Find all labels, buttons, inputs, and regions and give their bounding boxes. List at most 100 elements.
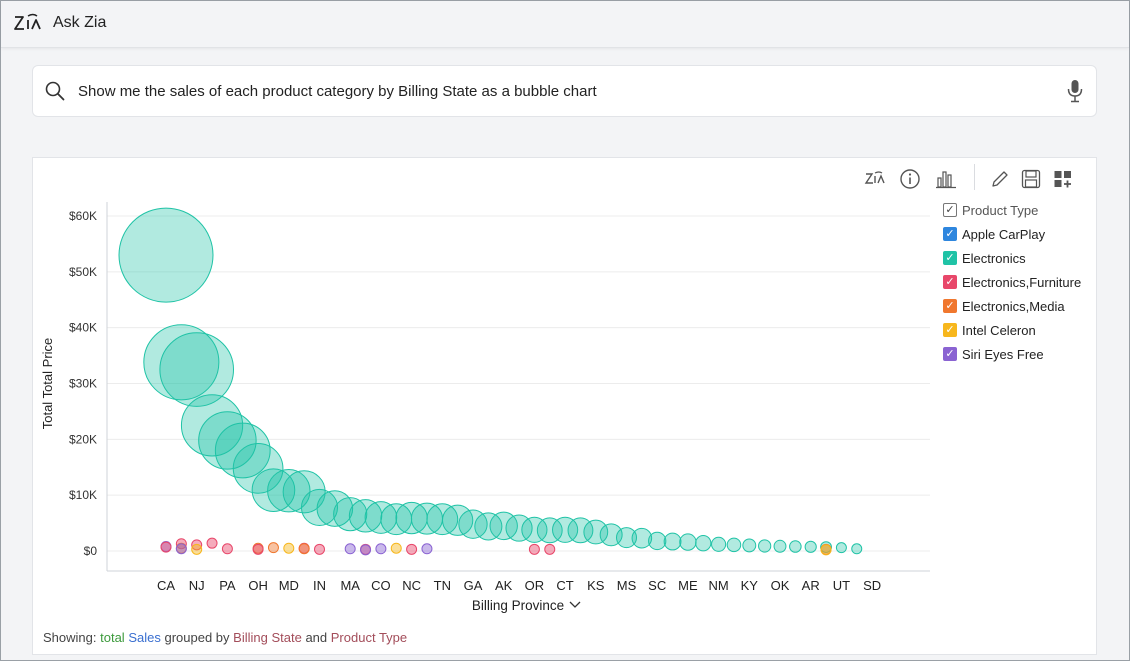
legend-item[interactable]: ✓ Electronics [943,246,1093,270]
footer-measure: Sales [128,630,161,645]
bubble-point [252,543,264,555]
x-tick-label: TN [434,578,451,593]
bubble-chart: $0 $10K $20K $30K $40K $50K $60K Total Total Pr… [40,202,930,613]
legend-item[interactable]: ✓ Apple CarPlay [943,222,1093,246]
bubble-point [175,543,187,555]
bubble-electronics [835,542,847,554]
bubble-electronics [758,539,772,553]
legend-item[interactable]: ✓ Electronics,Media [943,294,1093,318]
x-tick-label: AK [495,578,513,593]
bubble-point [283,542,295,554]
legend-item-label: Apple CarPlay [962,226,1046,242]
legend-header-checkbox[interactable]: ✓ [943,203,957,217]
bubble-electronics [505,514,533,542]
legend-item[interactable]: ✓ Intel Celeron [943,318,1093,342]
bubble-electronics [804,540,817,553]
legend-item[interactable]: ✓ Electronics,Furniture [943,270,1093,294]
bubble-electronics [631,527,653,549]
edit-icon[interactable] [989,168,1011,190]
app-title: Ask Zia [53,14,107,31]
bubble-point [360,544,372,556]
chart-type-icon[interactable] [935,168,957,190]
bubble-electronics [583,519,609,545]
footer-grouped-by: grouped by [164,630,230,645]
bubble-electronics [333,497,368,532]
bubble-electronics [214,422,271,479]
legend-item[interactable]: ✓ Siri Eyes Free [943,342,1093,366]
x-tick-label: ME [678,578,698,593]
bubble-electronics [251,468,296,512]
bubble-electronics [521,516,548,543]
x-tick-label: OR [525,578,545,593]
x-tick-label: KY [741,578,759,593]
footer-prefix: Showing: [43,630,97,645]
footer-dimension-2: Product Type [330,630,408,645]
bubble-point [528,543,540,555]
x-tick-label: SC [648,578,666,593]
bubble-electronics [143,324,220,401]
bubble-electronics [789,540,802,553]
legend-item-label: Siri Eyes Free [962,346,1044,362]
search-icon [45,81,65,101]
search-query[interactable]: Show me the sales of each product catego… [78,83,597,100]
legend-checkbox[interactable]: ✓ [943,299,957,313]
legend-checkbox[interactable]: ✓ [943,347,957,361]
bubble-electronics [648,531,667,551]
x-tick-label: GA [464,578,483,593]
ask-zia-search-box[interactable]: Show me the sales of each product catego… [32,65,1097,117]
bubble-electronics [711,536,727,552]
bubble-point [375,543,387,555]
legend-checkbox[interactable]: ✓ [943,275,957,289]
bubble-electronics [820,541,832,553]
bubble-point [421,543,433,555]
chart-footer: Showing: total Sales grouped by Billing … [43,630,407,645]
footer-and: and [305,630,328,645]
legend-item-label: Electronics,Furniture [962,274,1082,290]
bubble-electronics [552,516,579,543]
bubble-point [390,542,402,554]
top-bar: Ask Zia [1,1,1129,48]
x-tick-label: IN [313,578,326,593]
zia-icon[interactable] [864,168,886,190]
legend-checkbox[interactable]: ✓ [943,323,957,337]
bubble-point [820,544,832,556]
add-to-dashboard-icon[interactable] [1052,168,1074,190]
bubble-point [191,543,203,555]
legend-checkbox[interactable]: ✓ [943,251,957,265]
bubble-electronics [489,511,518,541]
y-tick-label: $10K [69,488,97,502]
y-tick-label: $0 [84,544,98,558]
x-tick-label: NM [708,578,728,593]
y-tick-label: $50K [69,265,97,279]
legend-item-label: Electronics,Media [962,298,1065,314]
x-tick-label: NJ [189,578,205,593]
x-tick-label: OH [248,578,268,593]
bubble-point [298,543,310,555]
bubble-electronics [300,488,339,526]
x-tick-label: UT [833,578,850,593]
chart-panel: ✓ Product Type ✓ Apple CarPlay ✓ Electronic… [32,157,1097,655]
y-axis-label: Total Total Price [40,338,55,430]
microphone-icon[interactable] [1066,79,1084,103]
bubble-electronics [663,532,682,551]
bubble-electronics [679,533,697,551]
x-tick-label: CA [157,578,175,593]
bubble-electronics [742,538,757,553]
x-tick-label: MS [617,578,637,593]
x-tick-label: KS [587,578,605,593]
x-tick-label: MD [279,578,299,593]
bubble-point [544,543,556,555]
bubble-point [160,541,172,553]
y-tick-label: $60K [69,209,97,223]
bubble-electronics [282,470,326,514]
zia-logo-icon [14,13,41,30]
toolbar-separator [974,164,975,190]
legend-checkbox[interactable]: ✓ [943,227,957,241]
legend-header[interactable]: ✓ Product Type [943,198,1093,222]
info-icon[interactable] [899,168,921,190]
x-tick-label: CO [371,578,391,593]
chart-legend: ✓ Product Type ✓ Apple CarPlay ✓ Electronic… [943,198,1093,366]
y-tick-label: $30K [69,377,97,391]
save-icon[interactable] [1020,168,1042,190]
legend-title: Product Type [962,202,1039,218]
